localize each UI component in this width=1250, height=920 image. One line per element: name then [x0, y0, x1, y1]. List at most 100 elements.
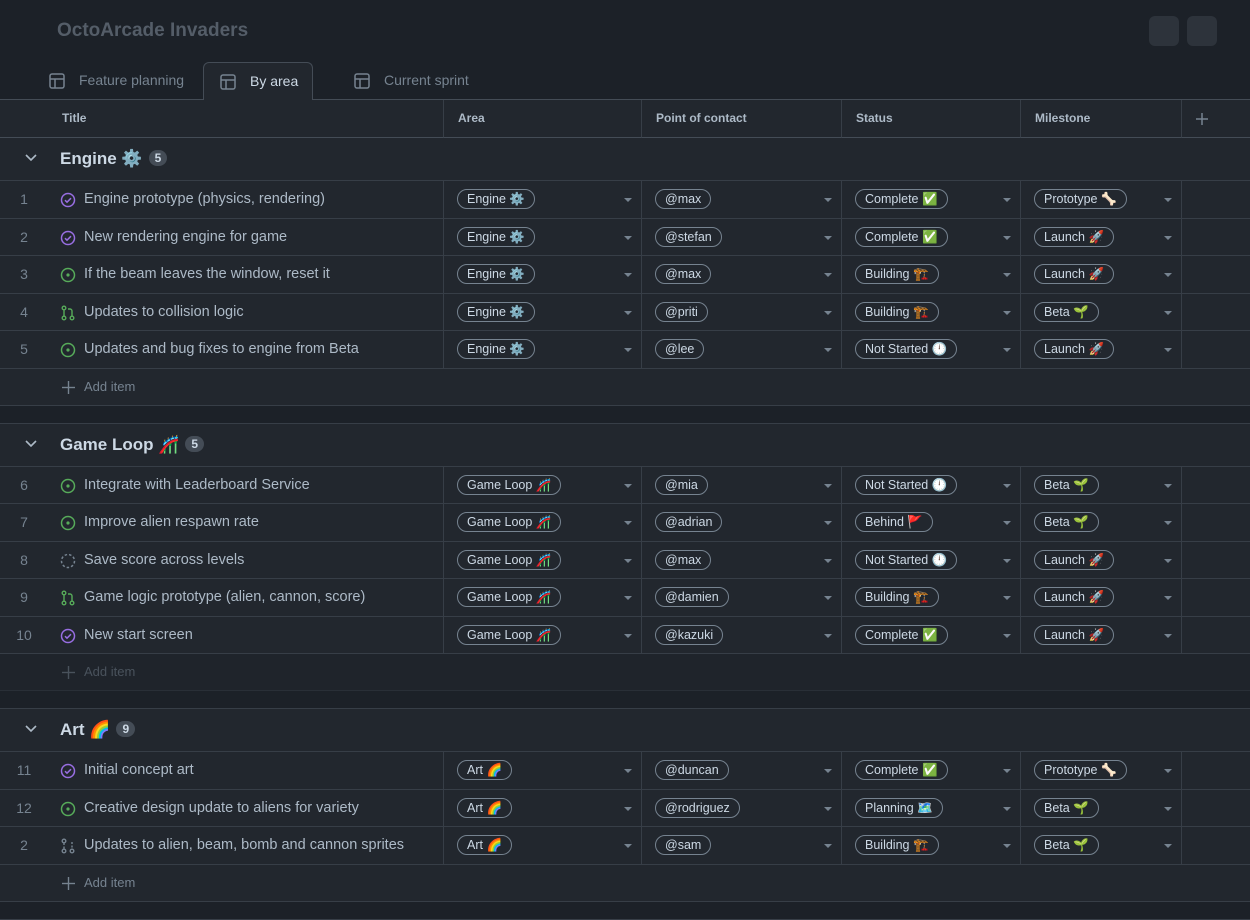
item-row[interactable]: 1 Engine prototype (physics, rendering) En…: [0, 181, 1250, 219]
milestone-cell[interactable]: Beta 🌱: [1021, 504, 1182, 542]
milestone-cell[interactable]: Beta 🌱: [1021, 293, 1182, 331]
contact-cell[interactable]: @max: [642, 256, 842, 294]
contact-cell[interactable]: @mia: [642, 466, 842, 504]
status-cell[interactable]: Not Started 🕛: [842, 466, 1021, 504]
area-cell[interactable]: Game Loop 🎢: [444, 579, 642, 617]
item-title[interactable]: Game logic prototype (alien, cannon, sco…: [48, 579, 444, 617]
add-item[interactable]: Add item: [0, 654, 1250, 691]
milestone-cell[interactable]: Beta 🌱: [1021, 789, 1182, 827]
item-row[interactable]: 11 Initial concept art Art 🌈 @duncan Complet…: [0, 752, 1250, 790]
item-row[interactable]: 4 Updates to collision logic Engine ⚙️ @pri…: [0, 293, 1250, 331]
milestone-cell[interactable]: Beta 🌱: [1021, 827, 1182, 865]
column-header[interactable]: Area: [444, 100, 642, 138]
status-cell[interactable]: Complete ✅: [842, 616, 1021, 654]
tab[interactable]: By area: [203, 62, 314, 100]
status-cell[interactable]: Not Started 🕛: [842, 331, 1021, 369]
area-cell[interactable]: Engine ⚙️: [444, 181, 642, 219]
area-cell[interactable]: Engine ⚙️: [444, 331, 642, 369]
milestone-cell[interactable]: Launch 🚀: [1021, 616, 1182, 654]
tab[interactable]: Current sprint: [338, 62, 483, 99]
item-row[interactable]: 8 Save score across levels Game Loop 🎢 @max…: [0, 541, 1250, 579]
group-title: Game Loop 🎢: [60, 434, 180, 454]
milestone-pill: Beta 🌱: [1034, 301, 1099, 322]
contact-cell[interactable]: @max: [642, 541, 842, 579]
area-cell[interactable]: Game Loop 🎢: [444, 616, 642, 654]
add-column[interactable]: [1182, 100, 1250, 138]
contact-cell[interactable]: @lee: [642, 331, 842, 369]
milestone-cell[interactable]: Prototype 🦴: [1021, 181, 1182, 219]
status-cell[interactable]: Complete ✅: [842, 752, 1021, 790]
milestone-cell[interactable]: Launch 🚀: [1021, 579, 1182, 617]
status-cell[interactable]: Planning 🗺️: [842, 789, 1021, 827]
item-row[interactable]: 10 New start screen Game Loop 🎢 @kazuki Comp…: [0, 616, 1250, 654]
area-cell[interactable]: Engine ⚙️: [444, 293, 642, 331]
status-cell[interactable]: Complete ✅: [842, 218, 1021, 256]
panel-button[interactable]: [1187, 16, 1217, 46]
item-row[interactable]: 7 Improve alien respawn rate Game Loop 🎢 @a…: [0, 504, 1250, 542]
milestone-cell[interactable]: Launch 🚀: [1021, 331, 1182, 369]
item-title[interactable]: New start screen: [48, 616, 444, 654]
item-title[interactable]: Initial concept art: [48, 752, 444, 790]
item-title[interactable]: If the beam leaves the window, reset it: [48, 256, 444, 294]
add-item[interactable]: Add item: [0, 864, 1250, 902]
status-cell[interactable]: Behind 🚩: [842, 504, 1021, 542]
item-row[interactable]: 3 If the beam leaves the window, reset it…: [0, 256, 1250, 294]
item-title[interactable]: New rendering engine for game: [48, 218, 444, 256]
area-cell[interactable]: Game Loop 🎢: [444, 466, 642, 504]
item-row[interactable]: 9 Game logic prototype (alien, cannon, sc…: [0, 579, 1250, 617]
item-title[interactable]: Updates and bug fixes to engine from Bet…: [48, 331, 444, 369]
item-title[interactable]: Integrate with Leaderboard Service: [48, 466, 444, 504]
status-cell[interactable]: Building 🏗️: [842, 827, 1021, 865]
item-title[interactable]: Improve alien respawn rate: [48, 504, 444, 542]
column-header[interactable]: Status: [842, 100, 1021, 138]
item-title[interactable]: Updates to alien, beam, bomb and cannon …: [48, 827, 444, 865]
milestone-cell[interactable]: Launch 🚀: [1021, 541, 1182, 579]
item-row[interactable]: 5 Updates and bug fixes to engine from Be…: [0, 331, 1250, 369]
area-cell[interactable]: Engine ⚙️: [444, 256, 642, 294]
contact-cell[interactable]: @sam: [642, 827, 842, 865]
group-header[interactable]: Engine ⚙️ 5: [0, 138, 1250, 181]
status-pill: Complete ✅: [855, 624, 948, 645]
item-title[interactable]: Updates to collision logic: [48, 293, 444, 331]
status-cell[interactable]: Building 🏗️: [842, 256, 1021, 294]
status-cell[interactable]: Building 🏗️: [842, 293, 1021, 331]
area-cell[interactable]: Art 🌈: [444, 789, 642, 827]
column-header[interactable]: Title: [48, 100, 444, 138]
item-title[interactable]: Save score across levels: [48, 541, 444, 579]
milestone-cell[interactable]: Launch 🚀: [1021, 256, 1182, 294]
item-title[interactable]: Creative design update to aliens for var…: [48, 789, 444, 827]
status-cell[interactable]: Building 🏗️: [842, 579, 1021, 617]
area-cell[interactable]: Engine ⚙️: [444, 218, 642, 256]
item-row[interactable]: 6 Integrate with Leaderboard Service Game …: [0, 466, 1250, 504]
item-row[interactable]: 12 Creative design update to aliens for v…: [0, 789, 1250, 827]
area-pill: Art 🌈: [457, 760, 513, 780]
contact-cell[interactable]: @duncan: [642, 752, 842, 790]
item-row[interactable]: 2 New rendering engine for game Engine ⚙️ @…: [0, 218, 1250, 256]
dropdown-caret: [624, 596, 632, 600]
status-cell[interactable]: Not Started 🕛: [842, 541, 1021, 579]
area-cell[interactable]: Game Loop 🎢: [444, 541, 642, 579]
item-title[interactable]: Engine prototype (physics, rendering): [48, 181, 444, 219]
contact-cell[interactable]: @adrian: [642, 504, 842, 542]
area-cell[interactable]: Art 🌈: [444, 827, 642, 865]
area-cell[interactable]: Game Loop 🎢: [444, 504, 642, 542]
contact-cell[interactable]: @max: [642, 181, 842, 219]
column-header[interactable]: Point of contact: [642, 100, 842, 138]
area-cell[interactable]: Art 🌈: [444, 752, 642, 790]
contact-cell[interactable]: @stefan: [642, 218, 842, 256]
milestone-cell[interactable]: Prototype 🦴: [1021, 752, 1182, 790]
group-header[interactable]: Game Loop 🎢 5: [0, 423, 1250, 467]
item-row[interactable]: 2 Updates to alien, beam, bomb and cannon…: [0, 827, 1250, 865]
milestone-cell[interactable]: Launch 🚀: [1021, 218, 1182, 256]
status-cell[interactable]: Complete ✅: [842, 181, 1021, 219]
contact-cell[interactable]: @damien: [642, 579, 842, 617]
contact-cell[interactable]: @kazuki: [642, 616, 842, 654]
tab[interactable]: Feature planning: [33, 62, 198, 99]
contact-cell[interactable]: @priti: [642, 293, 842, 331]
column-header[interactable]: Milestone: [1021, 100, 1182, 138]
group-header[interactable]: Art 🌈 9: [0, 709, 1250, 752]
contact-cell[interactable]: @rodriguez: [642, 789, 842, 827]
add-item[interactable]: Add item: [0, 368, 1250, 406]
settings-button[interactable]: [1149, 16, 1179, 46]
milestone-cell[interactable]: Beta 🌱: [1021, 466, 1182, 504]
